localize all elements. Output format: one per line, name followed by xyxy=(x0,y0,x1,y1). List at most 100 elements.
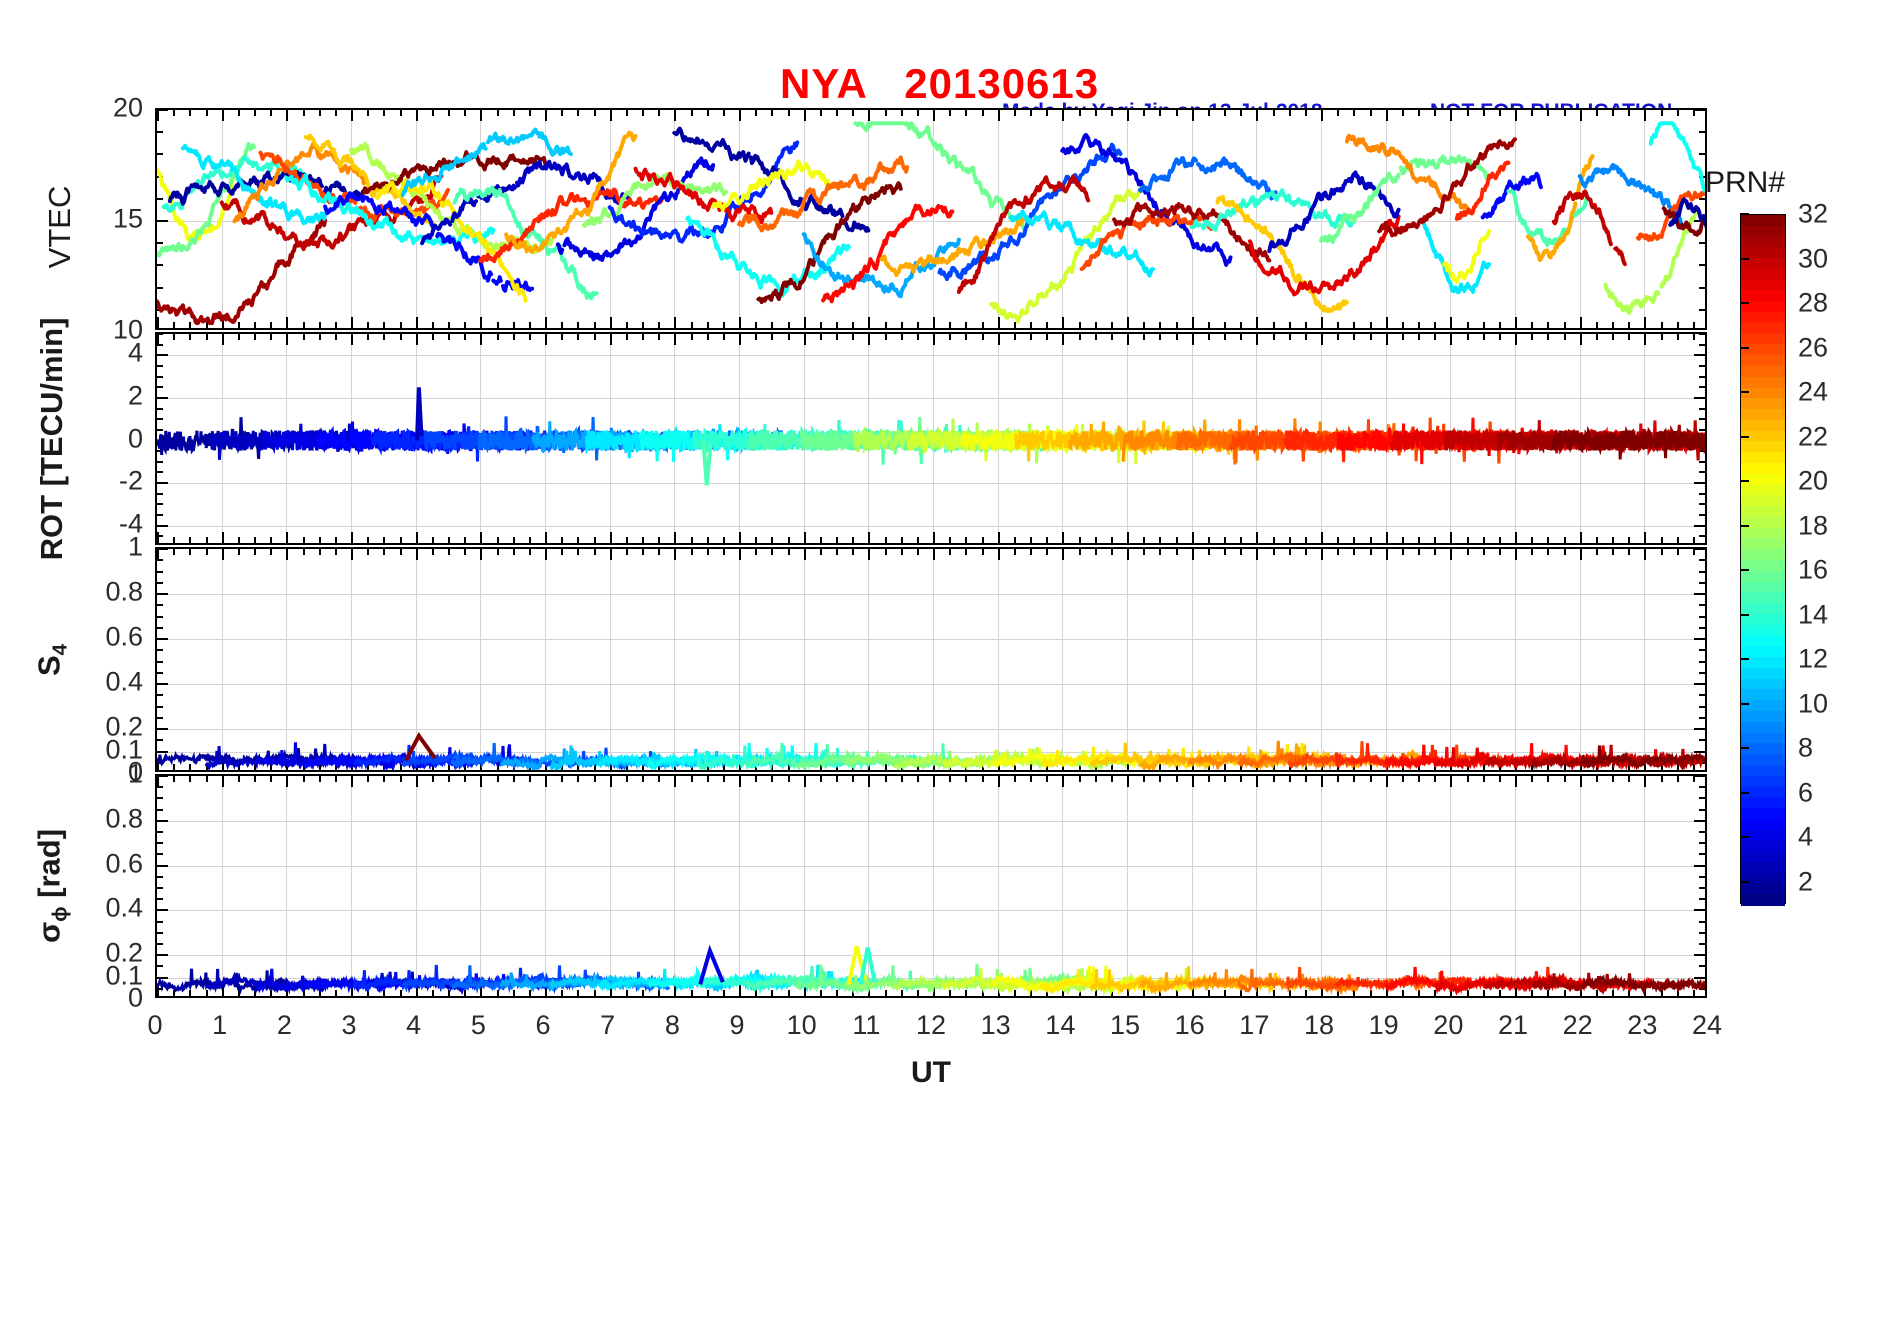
tick-x xyxy=(318,764,321,770)
tick-x xyxy=(1272,776,1275,782)
tick-x xyxy=(334,110,337,116)
tick-x xyxy=(658,110,661,116)
tick-x xyxy=(981,110,984,116)
colorbar-segment xyxy=(1741,376,1785,389)
tick-x xyxy=(1321,985,1323,996)
tick-x xyxy=(448,110,450,116)
tick-x xyxy=(1369,990,1372,996)
tick-x xyxy=(1094,990,1097,996)
tick-y xyxy=(157,524,168,527)
gridline-vertical xyxy=(1256,776,1258,996)
tick-x xyxy=(609,985,612,996)
tick-x xyxy=(1563,764,1566,770)
tick-y xyxy=(157,460,163,463)
tick-y xyxy=(157,920,163,923)
tick-x xyxy=(933,334,935,345)
xtick-label: 14 xyxy=(1045,1010,1076,1040)
tick-y xyxy=(1694,354,1705,357)
tick-x xyxy=(609,532,612,543)
tick-x xyxy=(221,776,224,787)
gridline-vertical xyxy=(997,110,999,328)
tick-x xyxy=(448,990,450,996)
tick-x xyxy=(1143,537,1146,543)
tick-x xyxy=(270,322,273,328)
tick-x xyxy=(189,764,192,770)
tick-x xyxy=(1466,334,1469,340)
vtec-arc-prn24 xyxy=(232,141,366,224)
colorbar-segment xyxy=(1741,495,1785,507)
tick-x xyxy=(868,549,871,560)
tick-x xyxy=(464,322,467,328)
tick-y xyxy=(157,705,163,708)
tick-x xyxy=(1240,322,1243,328)
colorbar-tick xyxy=(1740,880,1749,883)
tick-x xyxy=(561,537,564,543)
tick-x xyxy=(351,110,353,121)
tick-x xyxy=(997,317,1000,328)
tick-y xyxy=(1699,943,1705,945)
tick-y xyxy=(1694,110,1705,111)
tick-x xyxy=(965,334,968,340)
tick-y xyxy=(1699,418,1705,421)
tick-x xyxy=(221,549,224,560)
tick-x xyxy=(1692,110,1695,116)
tick-x xyxy=(706,537,709,543)
tick-x xyxy=(658,990,661,996)
tick-x xyxy=(1531,334,1534,340)
tick-x xyxy=(577,764,580,770)
tick-x xyxy=(674,110,677,121)
tick-x xyxy=(399,334,402,340)
tick-x xyxy=(1321,532,1323,543)
tick-x xyxy=(1434,537,1437,543)
colorbar-tick xyxy=(1740,836,1749,839)
gridline-vertical xyxy=(1062,110,1064,328)
tick-x xyxy=(981,334,984,340)
tick-y xyxy=(157,683,168,685)
tick-x xyxy=(1288,322,1291,328)
tick-x xyxy=(739,985,741,996)
tick-y xyxy=(157,728,168,730)
tick-x xyxy=(1256,985,1259,996)
tick-x xyxy=(1434,549,1437,555)
tick-y xyxy=(1699,887,1705,889)
tick-x xyxy=(916,776,919,782)
tick-x xyxy=(642,110,644,116)
tick-y xyxy=(157,898,163,901)
tick-x xyxy=(836,322,838,328)
gridline-vertical xyxy=(803,549,805,770)
tick-x xyxy=(690,776,693,782)
tick-x xyxy=(1288,334,1291,340)
gridline-horizontal xyxy=(157,910,1705,912)
tick-x xyxy=(819,322,822,328)
tick-x xyxy=(1013,990,1016,996)
tick-x xyxy=(1660,549,1663,555)
tick-x xyxy=(1628,334,1631,340)
tick-x xyxy=(189,776,192,782)
gridline-horizontal xyxy=(157,594,1705,595)
colorbar-segment xyxy=(1741,538,1785,550)
colorbar-segment xyxy=(1741,247,1785,259)
tick-x xyxy=(561,990,564,996)
tick-x xyxy=(367,776,370,782)
ytick-label-vtec: 20 xyxy=(112,92,143,123)
tick-y xyxy=(157,535,163,538)
vtec-arc-prn23 xyxy=(1525,154,1595,262)
colorbar-tick xyxy=(1740,480,1749,483)
tick-x xyxy=(1434,322,1437,328)
tick-x xyxy=(1175,110,1178,116)
ytick-label-sigma_phi: 0.8 xyxy=(105,803,143,834)
tick-x xyxy=(1127,759,1129,770)
tick-x xyxy=(819,549,822,555)
tick-x xyxy=(1369,776,1372,782)
ytick-label-rot: 0 xyxy=(127,423,143,453)
ytick-label-s4: 0.2 xyxy=(105,711,143,742)
axes-rot xyxy=(155,332,1707,545)
tick-x xyxy=(900,322,903,328)
tick-x xyxy=(334,334,337,340)
tick-x xyxy=(787,334,790,340)
tick-x xyxy=(480,532,483,543)
colorbar-segment xyxy=(1741,797,1785,809)
tick-y xyxy=(1699,875,1705,878)
colorbar-gradient[interactable] xyxy=(1740,214,1786,906)
colorbar-segment xyxy=(1741,452,1785,464)
